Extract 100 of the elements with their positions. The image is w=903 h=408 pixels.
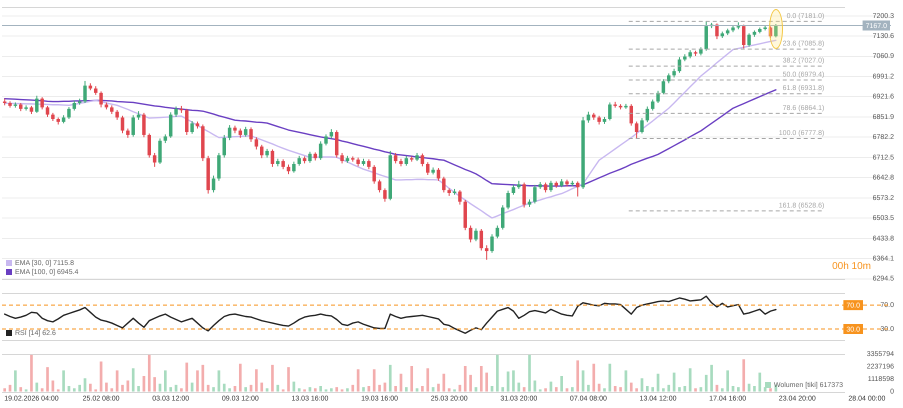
bar — [244, 387, 248, 392]
candlestick — [318, 140, 322, 160]
candlestick — [506, 190, 510, 210]
bar — [174, 384, 178, 392]
bar — [742, 359, 746, 392]
candlestick — [158, 138, 162, 164]
bar — [68, 386, 70, 392]
bar — [238, 364, 242, 392]
bar — [582, 370, 584, 392]
candlestick — [747, 32, 751, 48]
bar — [319, 386, 322, 392]
bar — [260, 382, 264, 392]
bar — [667, 384, 670, 392]
bar — [164, 370, 167, 392]
bar — [340, 389, 344, 392]
candlestick — [222, 134, 226, 158]
bar — [442, 374, 446, 392]
bar — [522, 387, 526, 392]
candlestick — [142, 112, 146, 138]
candlestick — [281, 158, 285, 170]
bar — [506, 372, 510, 392]
candlestick — [185, 108, 189, 136]
bar — [206, 384, 210, 392]
bar — [576, 360, 580, 392]
bar — [218, 370, 220, 392]
bar — [710, 364, 713, 392]
bar — [30, 354, 33, 392]
candlestick — [484, 244, 488, 260]
bar — [528, 354, 531, 392]
candlestick — [297, 155, 301, 166]
bar — [737, 387, 740, 392]
bar — [550, 382, 552, 392]
bar — [485, 372, 488, 392]
candlestick — [608, 102, 612, 121]
candlestick — [662, 78, 666, 95]
bar — [234, 386, 236, 392]
candlestick — [35, 95, 39, 114]
candlestick — [383, 188, 387, 202]
candlestick — [168, 112, 172, 138]
candlestick — [330, 128, 334, 139]
bar — [255, 369, 258, 392]
candlestick — [533, 184, 537, 204]
candlestick — [212, 175, 216, 193]
bar — [116, 370, 118, 392]
candlestick — [586, 111, 590, 124]
bar — [148, 354, 151, 392]
bar — [400, 374, 402, 392]
candlestick — [715, 22, 719, 40]
bar — [544, 388, 547, 392]
candlestick — [667, 72, 670, 84]
candlestick — [420, 153, 424, 167]
candlestick — [99, 90, 103, 108]
bar — [726, 370, 729, 392]
candlestick — [254, 136, 258, 150]
bar — [517, 382, 520, 392]
candlestick — [292, 161, 296, 174]
candlestick — [286, 164, 290, 175]
candlestick — [174, 106, 178, 118]
bar — [8, 384, 12, 392]
bar — [346, 388, 349, 392]
bar — [201, 364, 204, 392]
bar — [388, 364, 392, 392]
bar — [46, 367, 49, 392]
candlestick — [500, 204, 504, 230]
bar — [753, 386, 756, 392]
bar — [437, 384, 440, 392]
bar — [169, 387, 172, 392]
candlestick — [46, 105, 50, 118]
bar — [432, 387, 434, 392]
candlestick — [115, 109, 119, 120]
bar — [480, 366, 483, 392]
bar — [651, 387, 654, 392]
candlestick — [372, 164, 376, 184]
bar — [732, 386, 734, 392]
bar — [287, 367, 290, 392]
bar — [378, 384, 381, 392]
bar — [276, 384, 280, 392]
bar — [716, 384, 718, 392]
candlestick — [340, 152, 344, 164]
candlestick — [126, 128, 130, 138]
bar — [404, 387, 408, 392]
candlestick — [378, 179, 382, 193]
bar — [566, 388, 568, 392]
candlestick — [40, 96, 44, 110]
candlestick — [512, 184, 516, 196]
bar — [683, 386, 686, 392]
bar — [646, 386, 649, 392]
bar — [534, 380, 536, 392]
candlestick — [442, 176, 446, 193]
bar — [250, 384, 252, 392]
candlestick — [630, 104, 634, 126]
candlestick — [522, 182, 526, 208]
bar — [490, 386, 494, 392]
bar — [688, 368, 692, 392]
bar — [190, 382, 194, 392]
candlestick — [704, 20, 708, 52]
candlestick — [190, 120, 194, 134]
annotation: 00h 10m — [832, 260, 871, 272]
candlestick — [308, 151, 312, 164]
candlestick — [474, 228, 478, 242]
